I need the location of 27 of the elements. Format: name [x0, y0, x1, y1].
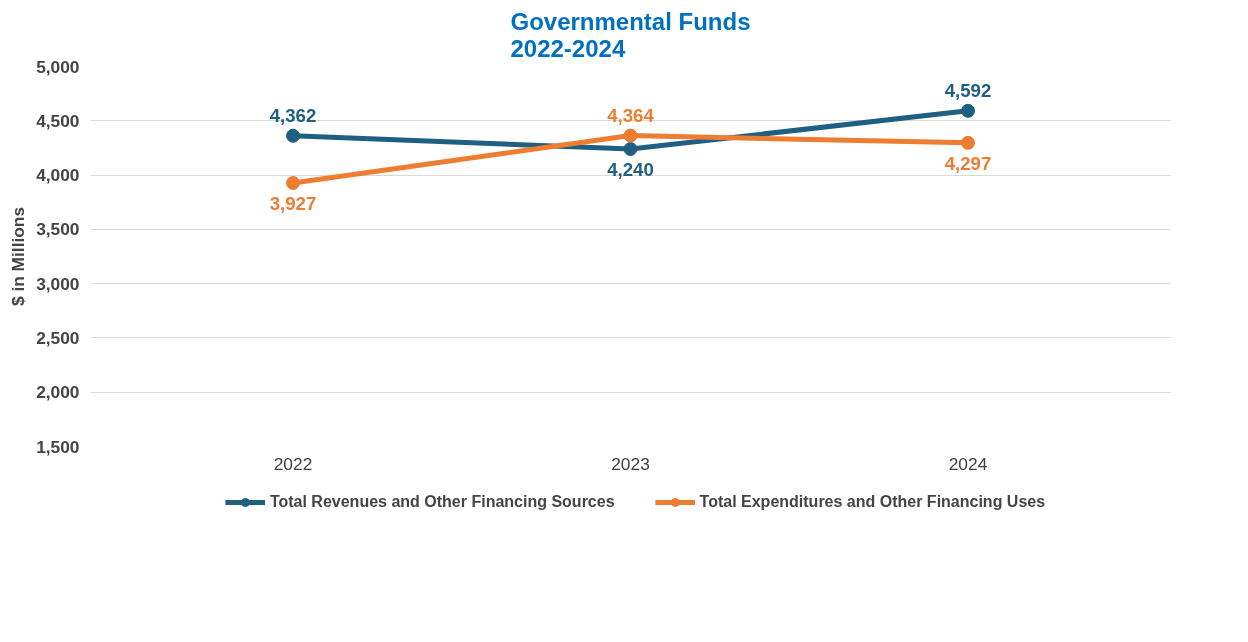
data-label: 4,362: [269, 104, 317, 126]
chart-title: Governmental Funds 2022-2024: [510, 7, 751, 62]
x-tick-label: 2023: [611, 453, 650, 474]
y-tick-label: 1,500: [36, 436, 80, 457]
point: [623, 128, 638, 143]
point: [961, 135, 975, 150]
data-label: 4,240: [607, 159, 654, 181]
data-label: 4,364: [607, 104, 655, 126]
y-axis-title: $ in Millions: [8, 206, 29, 307]
point: [286, 176, 300, 190]
data-label: 4,592: [944, 79, 992, 101]
y-tick-label: 2,000: [36, 382, 80, 403]
y-tick-label: 4,500: [36, 110, 80, 131]
x-tick-label: 2022: [273, 453, 313, 474]
data-label: 4,297: [944, 152, 992, 174]
y-tick-label: 3,000: [36, 273, 80, 294]
legend-label: Total Expenditures and Other Financing Uses: [699, 493, 1046, 511]
data-label: 3,927: [269, 193, 317, 214]
y-tick-label: 2,500: [36, 327, 80, 348]
point: [286, 128, 300, 143]
x-tick-label: 2024: [948, 453, 988, 474]
y-tick-label: 5,000: [36, 56, 80, 77]
point: [623, 142, 638, 156]
y-tick-label: 4,000: [36, 165, 80, 186]
legend-label: Total Revenues and Other Financing Sources: [269, 493, 615, 511]
point: [961, 103, 975, 118]
y-tick-label: 3,500: [36, 219, 80, 240]
